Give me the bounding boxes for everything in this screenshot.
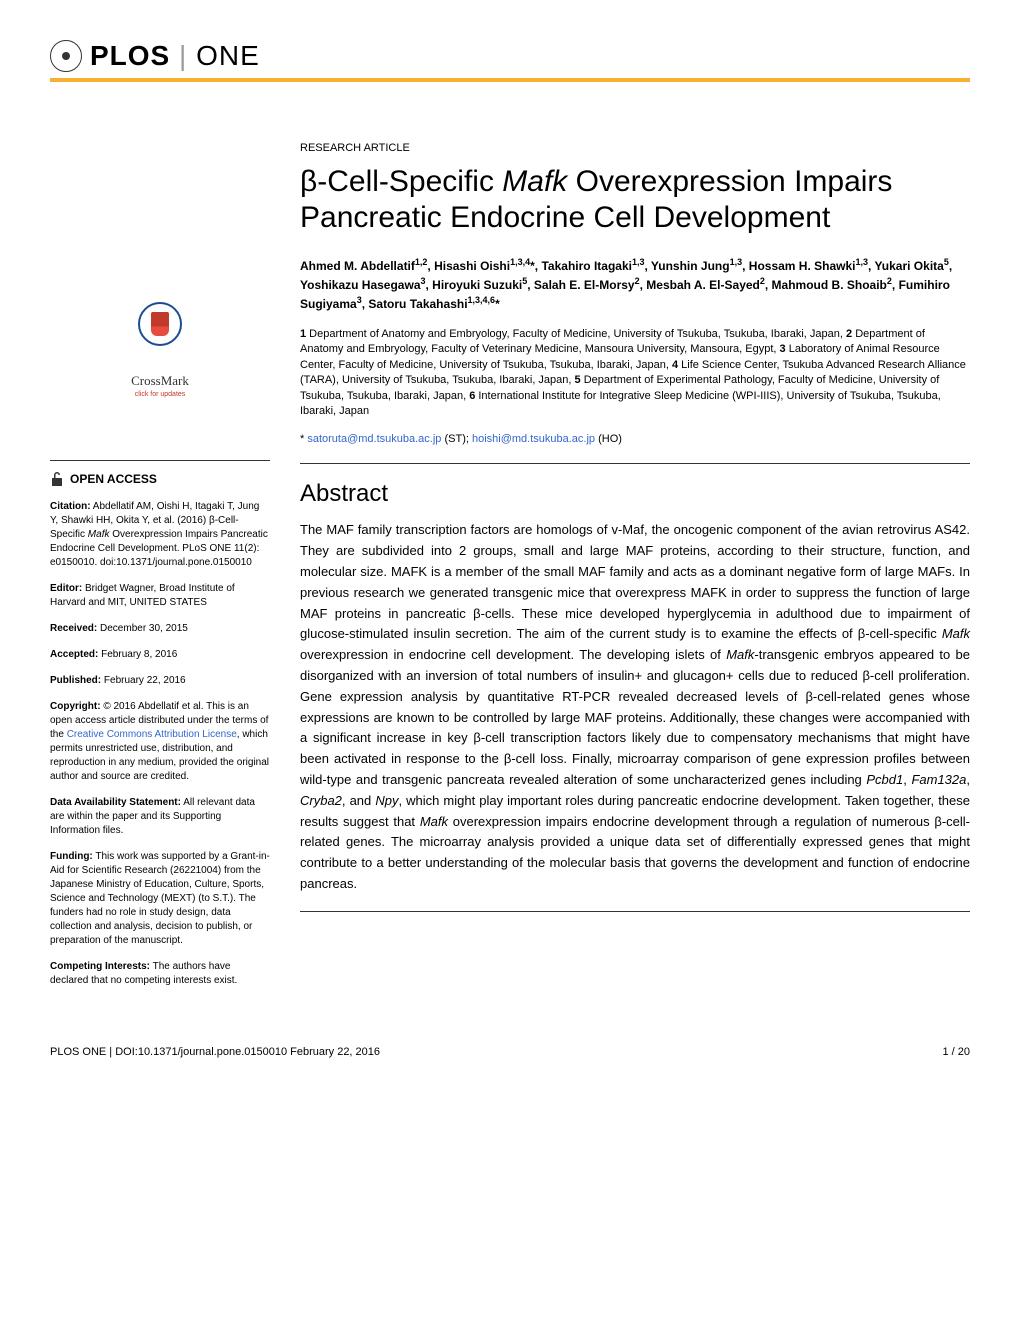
accepted-block: Accepted: February 8, 2016 [50,648,270,662]
plos-logo-group: PLOS | ONE [50,40,260,72]
editor-block: Editor: Bridget Wagner, Broad Institute … [50,582,270,610]
open-lock-icon [50,471,64,487]
open-access-badge: OPEN ACCESS [50,471,270,488]
plos-logo-text: PLOS | ONE [90,40,260,72]
abstract-heading: Abstract [300,480,970,508]
crossmark-badge[interactable]: CrossMark click for updates [50,302,270,400]
body-divider-bottom [300,911,970,912]
author-list: Ahmed M. Abdellatif1,2, Hisashi Oishi1,3… [300,256,970,313]
crossmark-label: CrossMark [50,372,270,390]
corresponding-authors: * satoruta@md.tsukuba.ac.jp (ST); hoishi… [300,433,970,445]
article-title: β-Cell-Specific Mafk Overexpression Impa… [300,164,970,236]
competing-interests-block: Competing Interests: The authors have de… [50,960,270,988]
crossmark-circle-icon [138,302,182,346]
data-availability-block: Data Availability Statement: All relevan… [50,796,270,838]
copyright-block: Copyright: © 2016 Abdellatif et al. This… [50,700,270,784]
article-type: RESEARCH ARTICLE [300,142,970,154]
email-link-2[interactable]: hoishi@md.tsukuba.ac.jp [472,433,595,445]
open-access-text: OPEN ACCESS [70,471,157,488]
footer-left: PLOS ONE | DOI:10.1371/journal.pone.0150… [50,1046,380,1058]
funding-block: Funding: This work was supported by a Gr… [50,850,270,948]
affiliations: 1 Department of Anatomy and Embryology, … [300,327,970,419]
abstract-text: The MAF family transcription factors are… [300,520,970,894]
body-divider-top [300,463,970,464]
crossmark-sublabel: click for updates [50,390,270,400]
citation-block: Citation: Abdellatif AM, Oishi H, Itagak… [50,500,270,570]
received-block: Received: December 30, 2015 [50,622,270,636]
email-link-1[interactable]: satoruta@md.tsukuba.ac.jp [307,433,441,445]
orange-rule [50,78,970,82]
sidebar-divider [50,460,270,461]
footer-right: 1 / 20 [942,1046,970,1058]
plos-circle-icon [50,40,82,72]
page-footer: PLOS ONE | DOI:10.1371/journal.pone.0150… [50,1040,970,1058]
article-body: RESEARCH ARTICLE β-Cell-Specific Mafk Ov… [300,142,970,1000]
journal-header: PLOS | ONE [50,40,970,72]
cc-license-link[interactable]: Creative Commons Attribution License [67,729,237,740]
sidebar: CrossMark click for updates OPEN ACCESS … [50,142,270,1000]
published-block: Published: February 22, 2016 [50,674,270,688]
